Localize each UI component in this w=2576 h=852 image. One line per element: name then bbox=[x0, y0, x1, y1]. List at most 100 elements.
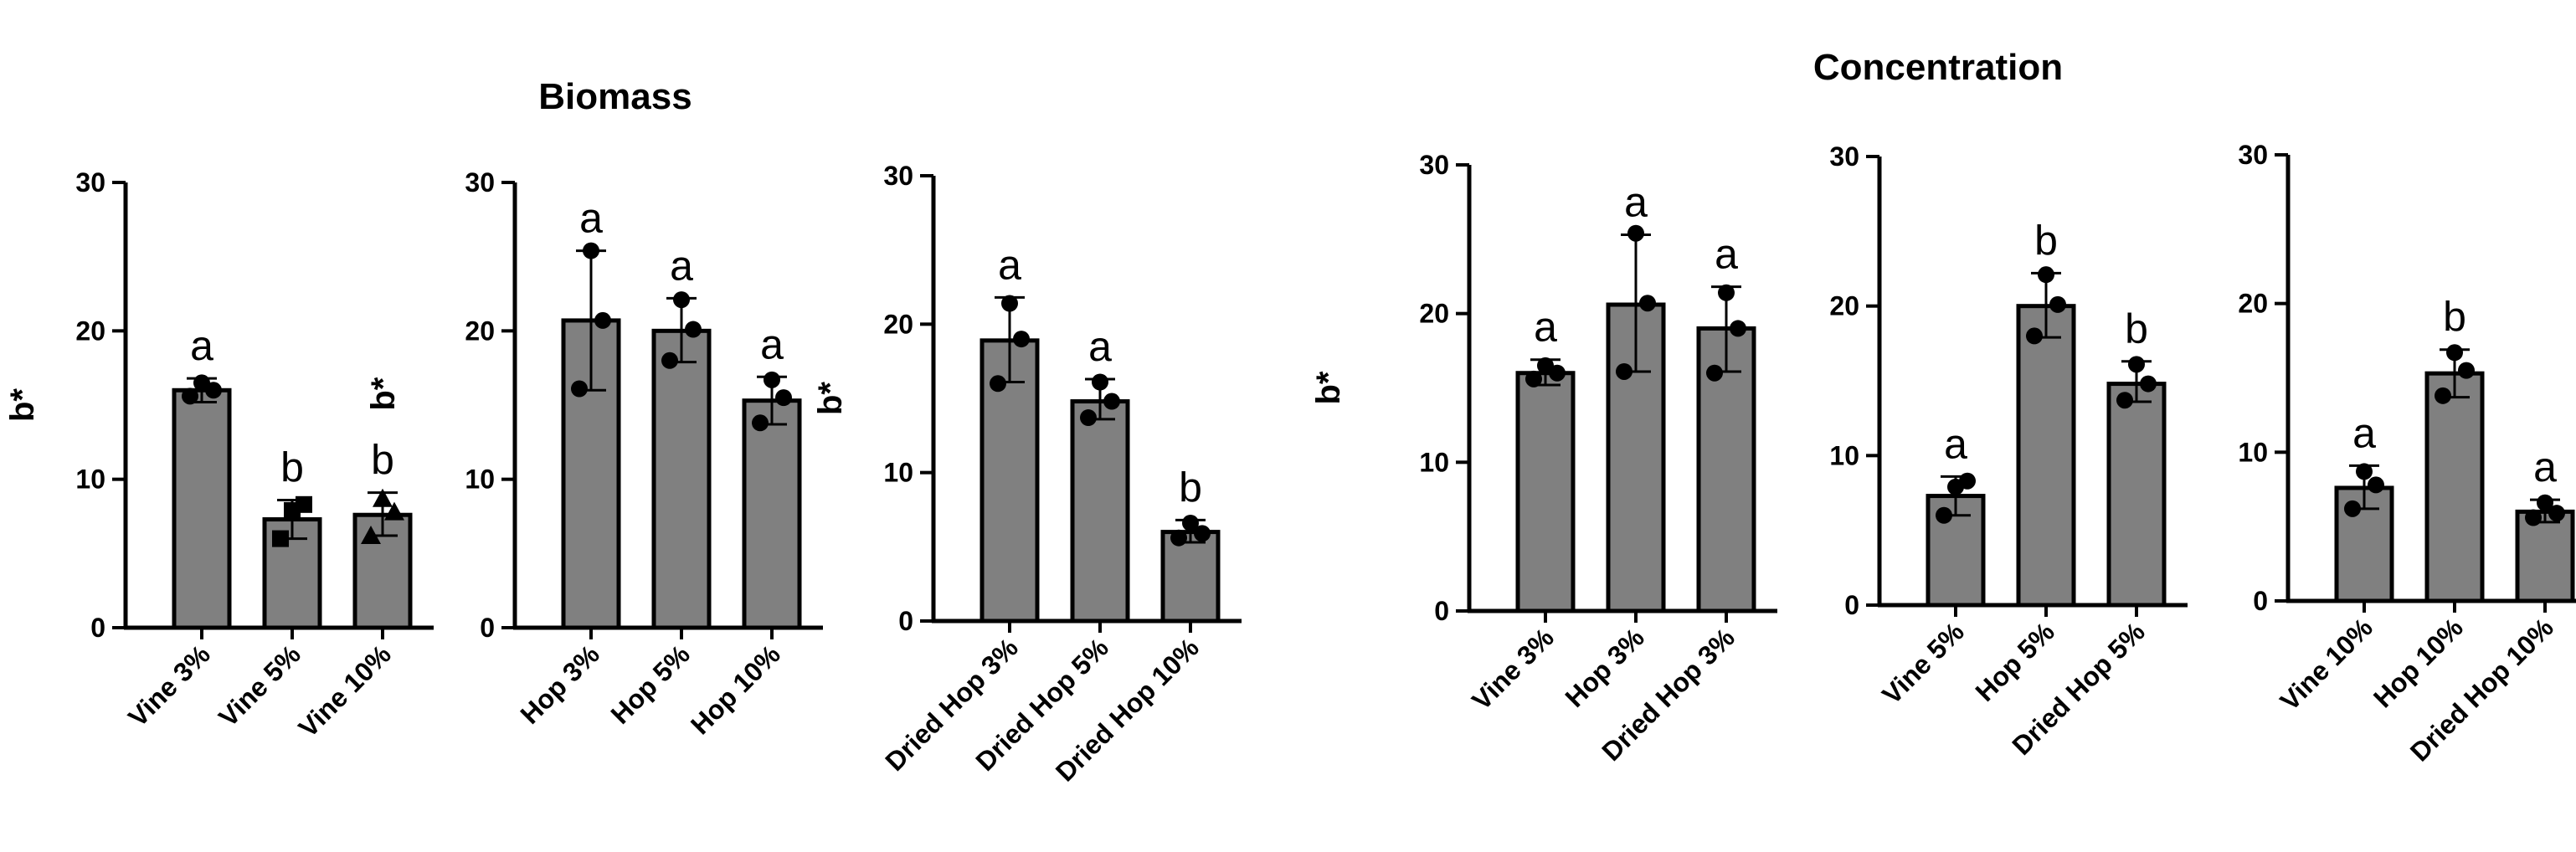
bar-1-1 bbox=[172, 388, 232, 630]
data-point-5-1-3 bbox=[1959, 472, 1976, 490]
y-tick-label-3-0: 0 bbox=[898, 606, 913, 636]
data-point-4-2-1 bbox=[1627, 224, 1644, 242]
bar-3-2 bbox=[1070, 399, 1130, 624]
category-label-5-1: Vine 5% bbox=[1876, 616, 1970, 710]
bar-5-2 bbox=[2016, 304, 2076, 608]
y-axis-label-4: b* bbox=[1310, 371, 1347, 404]
data-point-3-3-3 bbox=[1194, 525, 1211, 542]
data-point-3-3-1 bbox=[1182, 514, 1199, 531]
data-point-6-1-2 bbox=[2344, 500, 2361, 517]
data-point-1-2-3 bbox=[296, 495, 312, 513]
category-label-2-2: Hop 5% bbox=[605, 639, 696, 729]
significance-letter-6-2: b bbox=[2443, 294, 2466, 341]
significance-letter-5-2: b bbox=[2034, 217, 2058, 264]
data-point-6-2-1 bbox=[2446, 344, 2463, 362]
y-tick-label-3-20: 20 bbox=[883, 309, 913, 339]
data-point-6-3-3 bbox=[2548, 505, 2565, 522]
y-axis-label-1: b* bbox=[4, 388, 41, 422]
category-label-2-3: Hop 10% bbox=[685, 639, 786, 740]
category-label-6-1: Vine 10% bbox=[2275, 612, 2378, 716]
data-point-2-2-1 bbox=[673, 291, 690, 309]
y-tick-label-2-30: 30 bbox=[465, 167, 495, 198]
data-point-6-2-3 bbox=[2458, 362, 2475, 379]
data-point-6-2-2 bbox=[2435, 387, 2451, 404]
data-point-2-1-3 bbox=[594, 311, 611, 329]
data-point-4-3-2 bbox=[1706, 364, 1723, 382]
data-point-3-2-1 bbox=[1092, 373, 1108, 391]
data-point-5-3-3 bbox=[2140, 375, 2157, 393]
category-label-5-2: Hop 5% bbox=[1970, 616, 2060, 706]
y-axis-label-3: b* bbox=[812, 382, 849, 415]
data-point-4-3-3 bbox=[1730, 320, 1746, 337]
bar-6-3 bbox=[2515, 509, 2575, 603]
y-tick-label-4-0: 0 bbox=[1434, 596, 1449, 626]
bar-3-3 bbox=[1160, 530, 1221, 624]
panel-2: 0 10 20 30 Hop 3% Hop 5%Hop 10% a a a bbox=[465, 167, 823, 741]
significance-letter-3-1: a bbox=[998, 241, 1021, 288]
data-point-1-3-3 bbox=[384, 501, 404, 521]
data-point-4-3-1 bbox=[1718, 284, 1735, 301]
y-tick-label-1-20: 20 bbox=[75, 316, 105, 346]
significance-letter-1-2: b bbox=[280, 444, 304, 490]
data-point-1-2-2 bbox=[272, 530, 289, 547]
y-tick-label-5-20: 20 bbox=[1829, 291, 1859, 321]
category-label-4-1: Vine 3% bbox=[1466, 622, 1560, 716]
data-point-1-3-1 bbox=[373, 488, 393, 507]
bar-2-3 bbox=[742, 398, 802, 630]
y-tick-label-1-10: 10 bbox=[75, 464, 105, 495]
y-tick-label-5-0: 0 bbox=[1844, 590, 1859, 620]
y-tick-label-3-30: 30 bbox=[883, 161, 913, 191]
y-tick-label-4-20: 20 bbox=[1419, 299, 1449, 329]
data-point-3-3-2 bbox=[1170, 529, 1187, 547]
data-point-1-1-2 bbox=[182, 388, 198, 405]
significance-letter-5-1: a bbox=[1944, 420, 1967, 467]
data-point-4-1-3 bbox=[1549, 364, 1566, 382]
y-tick-label-5-10: 10 bbox=[1829, 440, 1859, 470]
significance-letter-3-2: a bbox=[1088, 323, 1112, 370]
y-tick-label-6-10: 10 bbox=[2238, 437, 2268, 467]
data-point-2-3-1 bbox=[764, 371, 780, 388]
significance-letter-2-3: a bbox=[760, 321, 784, 367]
data-point-3-1-3 bbox=[1013, 331, 1030, 348]
y-tick-label-2-20: 20 bbox=[465, 316, 495, 346]
y-tick-label-2-0: 0 bbox=[480, 613, 495, 643]
data-point-1-3-2 bbox=[361, 526, 381, 545]
category-label-1-3: Vine 10% bbox=[293, 639, 397, 742]
bar-6-2 bbox=[2424, 371, 2485, 603]
data-point-2-2-3 bbox=[685, 321, 702, 338]
data-point-2-3-3 bbox=[775, 389, 792, 407]
y-tick-label-1-30: 30 bbox=[75, 167, 105, 198]
category-label-2-1: Hop 3% bbox=[515, 639, 605, 729]
panel-1: 0 10 20 30 Vine 3%Vine 5%Vine 10% a b b b* b* bbox=[4, 167, 434, 743]
bar-4-2 bbox=[1606, 302, 1666, 613]
data-point-6-3-1 bbox=[2537, 494, 2553, 511]
data-point-4-1-2 bbox=[1525, 370, 1542, 388]
significance-letter-2-1: a bbox=[579, 195, 603, 242]
y-tick-label-4-30: 30 bbox=[1419, 150, 1449, 180]
category-label-1-1: Vine 3% bbox=[122, 639, 216, 732]
data-point-2-1-1 bbox=[583, 242, 599, 259]
category-label-4-2: Hop 3% bbox=[1560, 622, 1650, 712]
significance-letter-2-2: a bbox=[670, 242, 693, 289]
significance-letter-6-1: a bbox=[2352, 409, 2376, 456]
y-tick-label-5-30: 30 bbox=[1829, 141, 1859, 172]
data-point-3-1-1 bbox=[1001, 295, 1018, 312]
concentration-group-title: Concentration bbox=[1813, 47, 2063, 88]
significance-letter-4-3: a bbox=[1715, 231, 1738, 278]
bar-4-1 bbox=[1515, 371, 1576, 613]
data-point-5-1-2 bbox=[1936, 506, 1952, 524]
data-point-3-2-2 bbox=[1080, 409, 1097, 427]
data-point-5-3-2 bbox=[2116, 392, 2133, 409]
significance-letter-4-1: a bbox=[1534, 304, 1557, 351]
significance-letter-3-3: b bbox=[1179, 464, 1202, 511]
category-label-1-2: Vine 5% bbox=[213, 639, 306, 732]
bar-5-3 bbox=[2106, 382, 2167, 608]
significance-letter-4-2: a bbox=[1624, 179, 1648, 226]
data-point-5-2-1 bbox=[2038, 266, 2054, 284]
